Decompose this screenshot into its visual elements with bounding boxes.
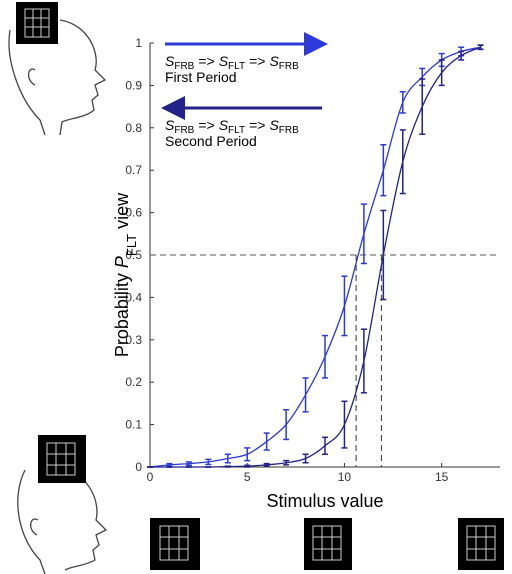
error-bar xyxy=(283,459,290,466)
legend-sequence-part: FLT xyxy=(228,61,245,72)
error-bar xyxy=(205,458,212,466)
x-tick-label: 0 xyxy=(147,470,154,484)
legend-sequence-part: S xyxy=(165,53,175,69)
y-tick-label: 0.8 xyxy=(125,121,142,135)
y-tick-label: 1 xyxy=(135,36,142,50)
x-tick-label: 10 xyxy=(338,470,352,484)
y-axis-title-part: FLT xyxy=(124,234,139,256)
error-bar xyxy=(283,409,290,441)
error-bar xyxy=(341,275,348,337)
cube-icon-right xyxy=(458,518,504,570)
error-bar xyxy=(302,453,309,464)
legend-sequence-part: => xyxy=(249,53,265,69)
y-tick-label: 0.2 xyxy=(125,375,142,389)
error-bar xyxy=(360,203,367,265)
y-tick-label: 0.9 xyxy=(125,78,142,92)
error-bar xyxy=(399,129,406,195)
head-illustration-bottom xyxy=(17,435,108,574)
y-tick-label: 0.5 xyxy=(125,248,142,262)
legend-sequence-part: => xyxy=(249,117,265,133)
x-axis-title: Stimulus value xyxy=(266,491,383,511)
error-bar xyxy=(263,462,270,467)
error-bar xyxy=(380,144,387,197)
error-bar xyxy=(302,377,309,413)
legend-sequence-part: S xyxy=(165,117,175,133)
cube-icon-left xyxy=(150,518,200,570)
legend-sequence-part: => xyxy=(198,53,214,69)
cube-icon-middle xyxy=(304,518,352,570)
legend-sequence: SFRB => SFLT => SFRB xyxy=(165,53,299,72)
legend-sequence-part: FRB xyxy=(174,125,194,136)
error-bar xyxy=(185,461,192,467)
legend-sequence-part: S xyxy=(219,53,229,69)
legend-sequence-part: FRB xyxy=(279,125,299,136)
error-bar xyxy=(360,328,367,394)
error-bar xyxy=(322,334,328,379)
head-illustration-top xyxy=(8,2,107,136)
y-tick-label: 0.1 xyxy=(125,418,142,432)
y-axis-title: Probability PFLT view xyxy=(112,192,139,357)
y-axis-title-part: view xyxy=(112,192,132,229)
y-tick-label: 0.7 xyxy=(125,163,142,177)
error-bar xyxy=(322,436,328,456)
y-tick-label: 0.6 xyxy=(125,206,142,220)
y-tick-label: 0.4 xyxy=(125,290,142,304)
legend-label: First Period xyxy=(165,69,237,85)
y-axis-title-part: P xyxy=(112,256,132,268)
error-bar xyxy=(380,209,387,301)
x-tick-label: 15 xyxy=(435,470,449,484)
error-bar xyxy=(341,400,348,449)
series-line xyxy=(149,46,481,468)
error-bar xyxy=(477,44,484,51)
legend-sequence-part: S xyxy=(269,117,279,133)
error-bar xyxy=(244,447,251,462)
error-bar xyxy=(224,453,231,464)
error-bar xyxy=(263,432,270,451)
legend-sequence-part: FRB xyxy=(174,61,194,72)
y-tick-label: 0.3 xyxy=(125,333,142,347)
error-bar xyxy=(224,465,231,468)
error-bar xyxy=(458,50,465,61)
error-bar xyxy=(419,78,426,135)
error-bar xyxy=(166,462,173,467)
series-line xyxy=(149,46,481,468)
legend-sequence-part: => xyxy=(198,117,214,133)
legend-sequence: SFRB => SFLT => SFRB xyxy=(165,117,299,136)
legend-sequence-part: S xyxy=(219,117,229,133)
y-axis-title-part: Probability xyxy=(112,273,132,357)
legend-sequence-part: S xyxy=(269,53,279,69)
legend-label: Second Period xyxy=(165,133,257,149)
y-tick-label: 0 xyxy=(135,460,142,474)
legend-sequence-part: FRB xyxy=(279,61,299,72)
x-tick-label: 5 xyxy=(244,470,251,484)
legend-sequence-part: FLT xyxy=(228,125,245,136)
error-bar xyxy=(399,91,406,114)
error-bar xyxy=(438,59,445,87)
error-bar xyxy=(244,464,251,468)
